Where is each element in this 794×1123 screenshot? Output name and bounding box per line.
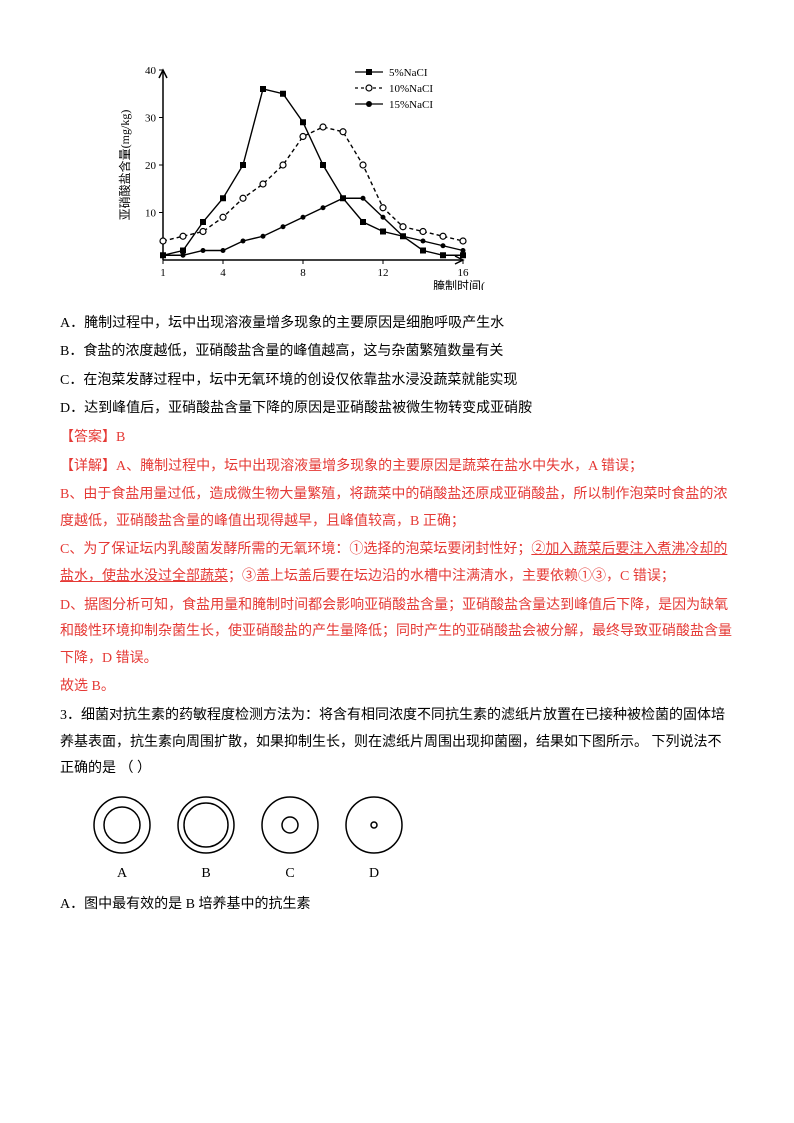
circle-D: D — [342, 793, 406, 888]
option-a: A．腌制过程中，坛中出现溶液量增多现象的主要原因是细胞呼吸产生水 — [60, 311, 734, 338]
inhibition-circles: A B C D — [90, 793, 734, 888]
option-c: C．在泡菜发酵过程中，坛中无氧环境的创设仅依靠盐水浸没蔬菜就能实现 — [60, 368, 734, 395]
answer-label: 【答案】B — [60, 425, 734, 452]
option-b: B．食盐的浓度越低，亚硝酸盐含量的峰值越高，这与杂菌繁殖数量有关 — [60, 339, 734, 366]
circle-B: B — [174, 793, 238, 888]
chart-svg: 10 20 30 40 1 4 8 12 16腌制时间(d) 亚硝酸盐含量(mg/kg) 5%NaC… — [115, 60, 485, 290]
explain-b: B、由于食盐用量过低，造成微生物大量繁殖，将蔬菜中的硝酸盐还原成亚硝酸盐，所以制… — [60, 482, 734, 535]
svg-text:8: 8 — [300, 267, 306, 279]
svg-text:40: 40 — [145, 65, 157, 77]
explain-c-pre: C、为了保证坛内乳酸菌发酵所需的无氧环境：①选择的泡菜坛要闭封性好； — [60, 542, 531, 557]
svg-text:5%NaCI: 5%NaCI — [389, 67, 428, 79]
q3-option-a: A．图中最有效的是 B 培养基中的抗生素 — [60, 892, 734, 919]
svg-text:1: 1 — [160, 267, 166, 279]
explain-c: C、为了保证坛内乳酸菌发酵所需的无氧环境：①选择的泡菜坛要闭封性好；②加入蔬菜后… — [60, 537, 734, 590]
circle-label: C — [285, 861, 294, 888]
svg-text:20: 20 — [145, 160, 157, 172]
option-d: D．达到峰值后，亚硝酸盐含量下降的原因是亚硝酸盐被微生物转变成亚硝胺 — [60, 396, 734, 423]
circle-label: D — [369, 861, 379, 888]
explain-d: D、据图分析可知，食盐用量和腌制时间都会影响亚硝酸盐含量；亚硝酸盐含量达到峰值后… — [60, 593, 734, 673]
explain-c-post: ；③盖上坛盖后要在坛边沿的水槽中注满清水，主要依赖①③，C 错误； — [228, 569, 675, 584]
explain-conclude: 故选 B。 — [60, 674, 734, 701]
svg-text:12: 12 — [378, 267, 389, 279]
circle-C: C — [258, 793, 322, 888]
svg-text:腌制时间(d): 腌制时间(d) — [433, 279, 485, 290]
q3-stem: 3．细菌对抗生素的药敏程度检测方法为：将含有相同浓度不同抗生素的滤纸片放置在已接… — [60, 703, 734, 783]
svg-text:16: 16 — [458, 267, 470, 279]
circle-A: A — [90, 793, 154, 888]
nitrite-chart: 10 20 30 40 1 4 8 12 16腌制时间(d) 亚硝酸盐含量(mg/kg) 5%NaC… — [115, 60, 734, 301]
svg-text:10%NaCI: 10%NaCI — [389, 83, 433, 95]
circle-label: B — [201, 861, 210, 888]
svg-text:10: 10 — [145, 208, 157, 220]
explain-a: 【详解】A、腌制过程中，坛中出现溶液量增多现象的主要原因是蔬菜在盐水中失水，A … — [60, 454, 734, 481]
svg-text:30: 30 — [145, 113, 157, 125]
svg-text:4: 4 — [220, 267, 226, 279]
svg-text:亚硝酸盐含量(mg/kg): 亚硝酸盐含量(mg/kg) — [117, 110, 132, 221]
svg-text:15%NaCI: 15%NaCI — [389, 99, 433, 111]
circle-label: A — [117, 861, 127, 888]
